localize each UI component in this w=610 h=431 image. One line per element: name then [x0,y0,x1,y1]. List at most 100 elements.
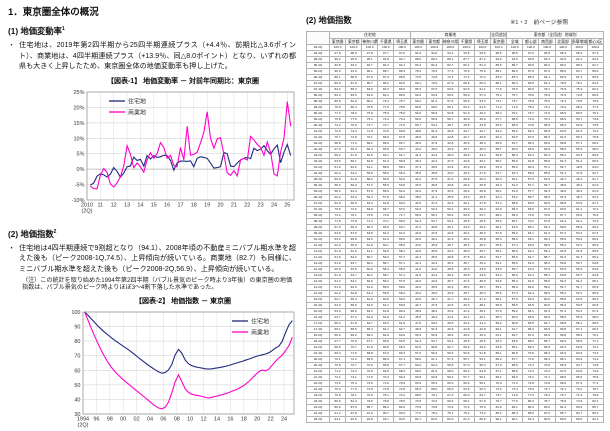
svg-text:30: 30 [74,412,80,418]
fig2-title: 【図表-2】 地価指数 － 東京圏 [134,298,232,306]
table-row: 02-2Q 68.8 71.0 68.2 66.9 65.7 45.0 47.8 42.8 40.… [306,140,605,148]
svg-text:100: 100 [71,310,80,316]
section2-heading: (2) 地価指数2 [8,228,304,240]
svg-text:5%: 5% [77,151,85,157]
svg-text:24: 24 [271,202,277,208]
svg-text:11: 11 [98,202,104,208]
table-header-row: (2) 地価指数 ※1・2 前ページ参照 [306,14,606,26]
commercial-line [89,101,292,190]
table-row: 03-2Q 65.2 67.6 64.5 63.1 61.7 41.3 44.2 39.0 36.… [306,152,605,160]
section2-note: （注）この統計を取り始めた1994年第2四半期（バブル景気のピーク時より3年後）… [22,276,293,292]
svg-text:住宅地: 住宅地 [128,97,146,105]
column-group-header: 商業地 [409,31,492,39]
svg-text:10%: 10% [73,136,84,142]
section1-heading: (1) 地価変動率1 [8,25,304,37]
table-row: 18-2Q 66.9 69.2 66.2 64.9 63.6 50.4 52.9 48.4 46.… [306,332,605,340]
commercial-line [84,311,293,410]
section1-bullet: ・ 住宅地は、2019年第2四半期から25四半期連続プラス（+4.4％、前期比△… [8,40,296,72]
svg-text:住宅地: 住宅地 [251,317,269,325]
svg-text:70: 70 [74,354,80,360]
svg-text:18: 18 [191,202,197,208]
column-header: 全域 [506,37,524,46]
residential-line [84,311,293,374]
table-row: 02-4Q 67.0 69.3 66.3 65.0 63.7 43.2 46.0 40.9 38.… [306,146,605,154]
column-header: 北東部 [554,37,572,46]
svg-text:-10%: -10% [72,198,85,204]
section1-heading-text: (1) 地価変動率 [8,26,62,36]
fig1-title: 【図表-1】 地価変動率 － 対前年同期比：東京圏 [106,77,260,85]
footnote-mark-2: 2 [53,229,57,236]
table-row: 23-2Q 76.5 78.1 76.0 75.1 74.2 68.5 70.1 67.2 66.… [306,392,605,400]
column-header: 埼玉県 [393,37,411,46]
svg-text:商業地: 商業地 [128,108,146,116]
land-price-index-table: 住宅地 商業地 全用途計 東京都（全用途）地域別 東京圏 東京都 神奈川県 千葉県 埼玉県 東京圏… [306,30,605,424]
svg-text:12: 12 [111,202,117,208]
svg-text:(2Q): (2Q) [78,423,89,429]
table-row: 00-4Q 74.2 76.0 73.7 72.7 71.6 50.7 53.2 48.7 46.… [306,122,605,130]
svg-text:21: 21 [231,202,237,208]
column-header: 東京圏 [328,37,347,46]
index-table-head: 住宅地 商業地 全用途計 東京都（全用途）地域別 東京圏 東京都 神奈川県 千葉県 埼玉県 東京圏… [306,30,605,46]
column-group-header: 全用途計 [490,31,508,39]
section1-bullet-text: 住宅地は、2019年第2四半期から25四半期連続プラス（+4.4％、前期比△3.… [19,41,296,71]
svg-text:15: 15 [151,202,157,208]
residential-line [90,142,292,186]
section2-bullet-text: 住宅地は4四半期連続で9割超となり（94.1）、2008年頃の不動産ミニバブル期… [19,243,296,273]
svg-text:-5%: -5% [75,182,85,188]
index-table-body: 94-2Q 100.0 100.0 100.0 100.0 100.0 100.0 100.0… [306,44,605,424]
svg-text:40: 40 [74,398,80,404]
column-header: 東京都 [425,37,443,46]
table-row: 11-4Q 61.5 64.2 60.7 59.2 57.7 42.1 45.0 39.8 37.… [306,254,605,262]
bullet-marker: ・ [8,243,16,252]
svg-text:14: 14 [137,202,143,208]
column-header: 東京圏 [490,37,508,46]
footnote-mark-1: 1 [61,26,65,33]
svg-text:25: 25 [284,202,290,208]
svg-text:20: 20 [217,202,223,208]
svg-text:0%: 0% [77,167,85,173]
svg-text:16: 16 [164,202,170,208]
svg-text:19: 19 [204,202,210,208]
svg-text:80: 80 [74,339,80,345]
table-row: 16-2Q 64.0 66.5 63.3 61.8 60.4 45.6 48.3 43.4 41.… [306,308,605,316]
column-header: 都心3区 [586,37,605,46]
column-header: 都心部 [522,37,540,46]
table-section-heading: (2) 地価指数 [306,15,352,25]
column-group-header: 東京都（全用途）地域別 [506,31,604,39]
footnote-reference: ※1・2 前ページ参照 [510,20,568,26]
svg-text:22: 22 [244,202,250,208]
svg-text:2010: 2010 [81,202,93,208]
fig1-line-chart: 2010(2Q) 11 12 13 14 15 16 17 18 19 20 21 22 23 24 25 -1… [72,90,295,214]
fig2-line-chart: 1994(2Q)96 98 00 02 04 06 08 10 12 14 16 18 20 22 2430… [71,310,295,429]
table-row: 12-2Q 61.0 63.7 60.2 58.7 57.1 41.4 44.3 39.1 36.… [306,260,605,268]
column-header: 神奈川県 [361,37,379,46]
right-column: (2) 地価指数 ※1・2 前ページ参照 住宅地 商業地 全用途計 東京都（全用途）地… [306,14,606,424]
table-row: 15-4Q 63.3 65.9 62.6 61.1 59.6 44.7 47.5 42.5 40.… [306,302,605,310]
table-row: 22-2Q 73.5 75.4 73.0 71.9 70.9 63.5 65.3 62.0 60.… [306,380,605,388]
left-column: 1．東京圏全体の概況 (1) 地価変動率1 ・ 住宅地は、2019年第2四半期か… [8,4,304,431]
column-header: 多摩地域 [570,37,588,46]
svg-text:(2Q): (2Q) [82,208,93,214]
bullet-marker: ・ [8,41,16,49]
column-header: 南西部 [538,37,556,46]
section2-heading-text: (2) 地価指数 [8,228,54,239]
svg-text:13: 13 [124,202,130,208]
svg-text:90: 90 [74,325,80,331]
period-column-header [306,30,330,46]
svg-text:20%: 20% [73,105,84,111]
svg-text:商業地: 商業地 [251,328,269,336]
page-title: 1．東京圏全体の概況 [8,7,99,18]
column-header: 千葉県 [377,37,395,46]
column-header: 埼玉県 [473,37,492,46]
section2-bullet: ・ 住宅地は4四半期連続で9割超となり（94.1）、2008年頃の不動産ミニバブ… [8,243,296,275]
column-header: 東京都 [345,37,363,46]
svg-text:60: 60 [74,368,80,374]
column-header: 千葉県 [457,37,475,46]
table-row: 13-2Q 61.0 63.7 60.2 58.7 57.1 41.5 44.4 39.2 36.… [306,272,605,280]
svg-text:25%: 25% [73,90,84,96]
svg-text:23: 23 [258,202,264,208]
column-group-header: 住宅地 [329,31,411,39]
column-header: 東京圏 [409,37,427,46]
table-row: 23-4Q 80.0 81.4 79.6 78.8 78.0 70.5 72.0 69.3 68.… [306,398,605,406]
svg-text:50: 50 [74,383,80,389]
